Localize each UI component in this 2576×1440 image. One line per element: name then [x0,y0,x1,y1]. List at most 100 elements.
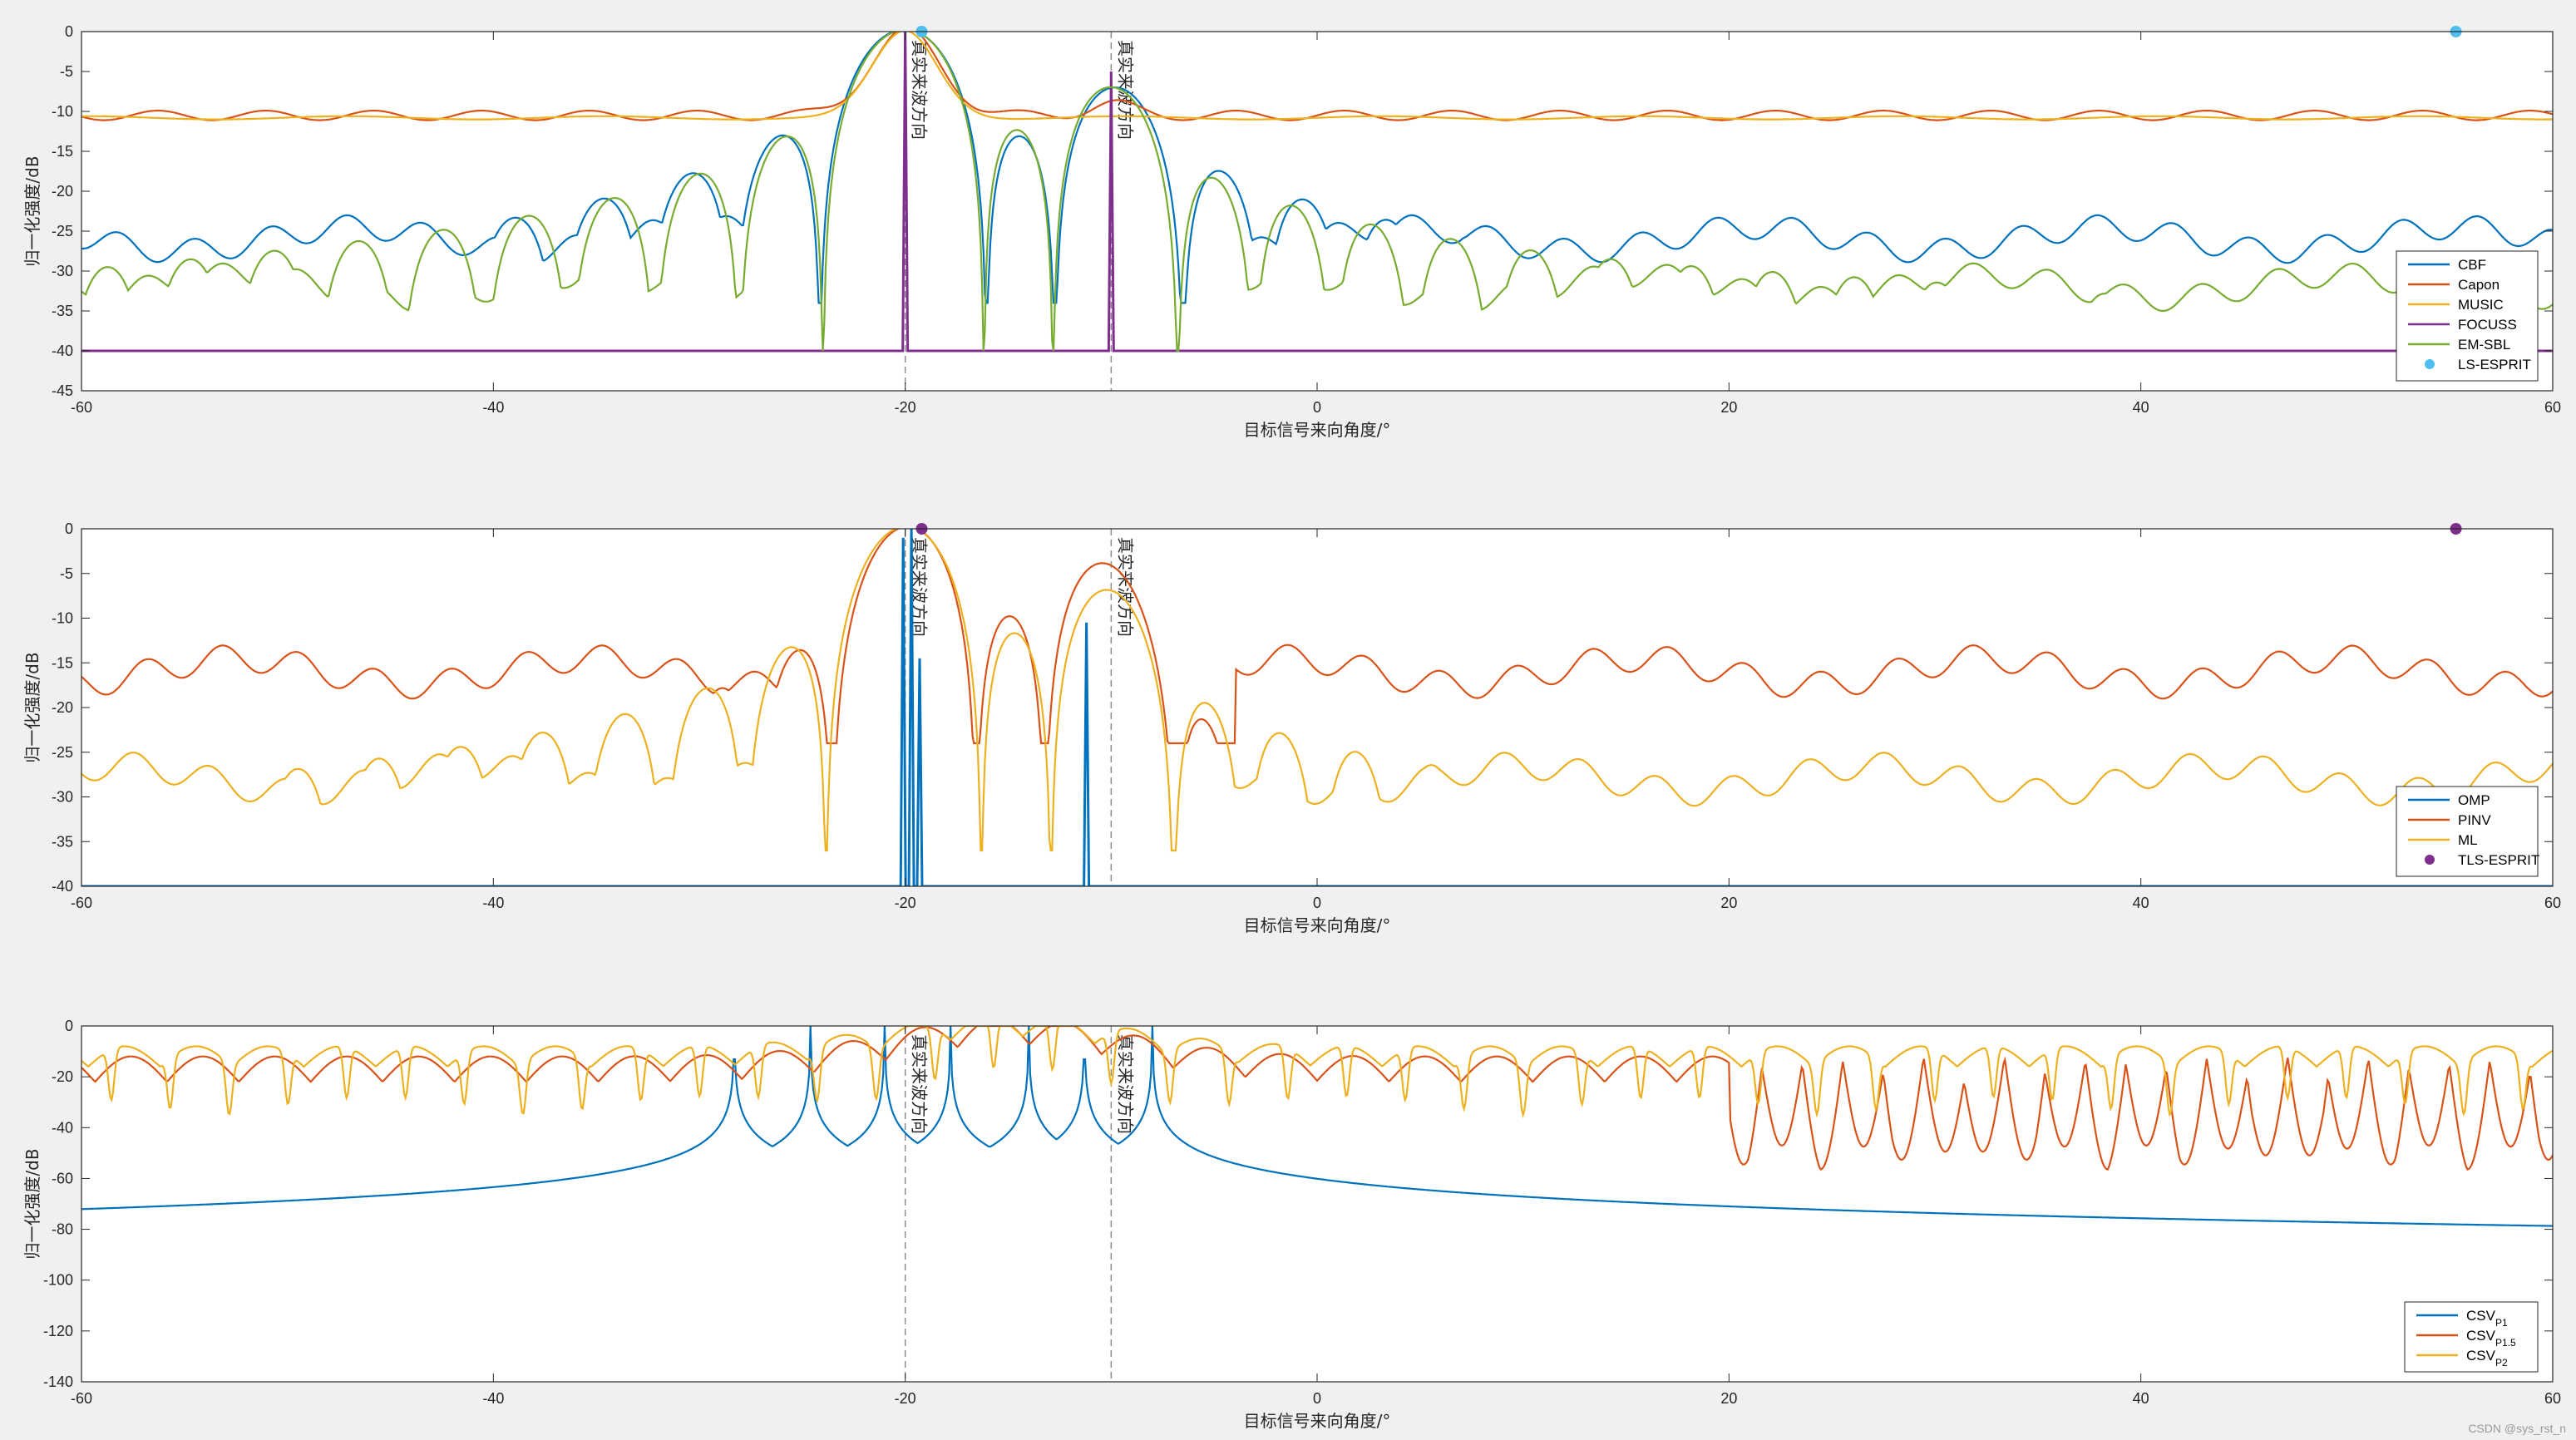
x-tick-label: 0 [1313,1390,1321,1407]
series-line-omp [81,529,2553,886]
y-tick-label: -5 [60,565,73,582]
x-tick-label: 20 [1720,1390,1737,1407]
y-tick-label: -40 [52,1119,73,1136]
x-tick-label: 60 [2544,895,2561,911]
series-line-em-sbl [81,32,2553,353]
x-tick-label: -20 [895,399,916,416]
series-group [81,1026,2553,1227]
true-direction-label: 真实来波方向 [1115,1034,1135,1134]
y-tick-label: -20 [52,1068,73,1085]
legend-box [2396,250,2539,382]
x-tick-label: 40 [2133,399,2149,416]
series-line-cbf [81,32,2553,304]
y-tick-label: 0 [65,23,73,40]
legend-box [2404,1301,2539,1373]
y-tick-label: -35 [52,303,73,319]
series-line-csvp1 [81,1026,2553,1227]
x-tick-label: 60 [2544,399,2561,416]
y-tick-label: -45 [52,382,73,399]
series-line-csvp2 [81,1026,2553,1119]
legend-label-subscript: P2 [2495,1357,2508,1368]
x-tick-label: -20 [895,895,916,911]
legend-entry: TLS-ESPRIT [2425,852,2539,868]
y-axis-label: 归一化强度/dB [22,1148,42,1259]
y-tick-label: -10 [52,610,73,627]
legend-label: Capon [2458,277,2500,293]
y-tick-label: -20 [52,183,73,200]
chart-panel-2: 真实来波方向 真实来波方向-60 -40 -20 0 20 40 600-5-10-15-20… [22,520,2561,935]
x-tick-label: 0 [1313,399,1321,416]
x-tick-label: -40 [482,399,504,416]
y-tick-label: -35 [52,833,73,850]
series-line-csvp15 [81,1026,2553,1171]
x-tick-label: -40 [482,895,504,911]
y-tick-label: -30 [52,263,73,279]
y-tick-label: -40 [52,343,73,359]
y-tick-label: -140 [43,1373,73,1390]
legend-label: LS-ESPRIT [2458,357,2531,372]
y-tick-label: -15 [52,143,73,160]
legend-label: PINV [2458,812,2491,828]
legend-box [2396,786,2539,877]
plot-area [81,1026,2553,1382]
y-tick-label: -15 [52,654,73,671]
series-group [81,529,2553,886]
legend-label: TLS-ESPRIT [2458,852,2539,868]
x-axis-label: 目标信号来向角度/° [1244,915,1391,935]
x-tick-label: -60 [71,1390,92,1407]
legend-entry: EM-SBL [2408,337,2510,353]
true-direction-label: 真实来波方向 [1115,537,1135,637]
x-tick-label: 0 [1313,895,1321,911]
legend-entry: MUSIC [2408,297,2504,313]
series-line-ml [81,529,2553,852]
x-tick-label: 20 [1720,895,1737,911]
series-line-focuss [81,32,2553,353]
y-tick-label: -10 [52,103,73,120]
series-line-pinv [81,529,2553,745]
legend-entry: CBF [2408,257,2486,273]
y-tick-label: 0 [65,1018,73,1034]
x-tick-label: 40 [2133,895,2149,911]
x-tick-label: -60 [71,895,92,911]
legend-entry: LS-ESPRIT [2425,357,2531,372]
legend-label: OMP [2458,792,2490,808]
legend: CBF Capon MUSIC FOCUSS EM-SBL LS-ESPRIT [2396,250,2539,382]
legend-label: EM-SBL [2458,337,2510,353]
legend-entry: FOCUSS [2408,317,2517,333]
plot-area [81,529,2553,886]
chart-panel-3: 真实来波方向 真实来波方向 -60 -40 -20 0 20 40 60 0 -20 -40 -60 -8… [22,1018,2561,1431]
true-direction-label: 真实来波方向 [910,40,930,140]
legend-entry: ML [2408,832,2478,848]
legend-label-subscript: P1.5 [2495,1337,2516,1349]
y-tick-label: -120 [43,1323,73,1339]
x-tick-label: 20 [1720,399,1737,416]
legend-label-subscript: P1 [2495,1317,2508,1329]
legend-label: FOCUSS [2458,317,2517,333]
x-axis-label: 目标信号来向角度/° [1244,1411,1391,1431]
y-tick-label: -25 [52,744,73,761]
x-tick-label: -40 [482,1390,504,1407]
legend-label: CBF [2458,257,2486,273]
chart-panel-1: 真实来波方向 真实来波方向-60 -40 -20 0 20 40 600-5-10-15-20… [22,23,2561,440]
series-line-music [81,32,2553,121]
series-line-capon [81,32,2553,121]
x-axis-label: 目标信号来向角度/° [1244,420,1391,440]
y-tick-label: -25 [52,223,73,239]
legend-label: ML [2458,832,2478,848]
y-tick-label: -40 [52,878,73,895]
legend-entry: Capon [2408,277,2500,293]
y-tick-label: -20 [52,699,73,716]
y-tick-label: -30 [52,789,73,806]
true-direction-label: 真实来波方向 [910,1034,930,1134]
watermark: CSDN @sys_rst_n [2468,1422,2566,1435]
legend-entry: OMP [2408,792,2490,808]
legend: OMP PINV ML TLS-ESPRIT [2396,786,2539,877]
x-tick-label: 40 [2133,1390,2149,1407]
y-tick-label: -80 [52,1221,73,1238]
x-tick-label: -60 [71,399,92,416]
legend-marker [2425,855,2435,865]
legend-label: MUSIC [2458,297,2504,313]
y-tick-label: 0 [65,520,73,537]
